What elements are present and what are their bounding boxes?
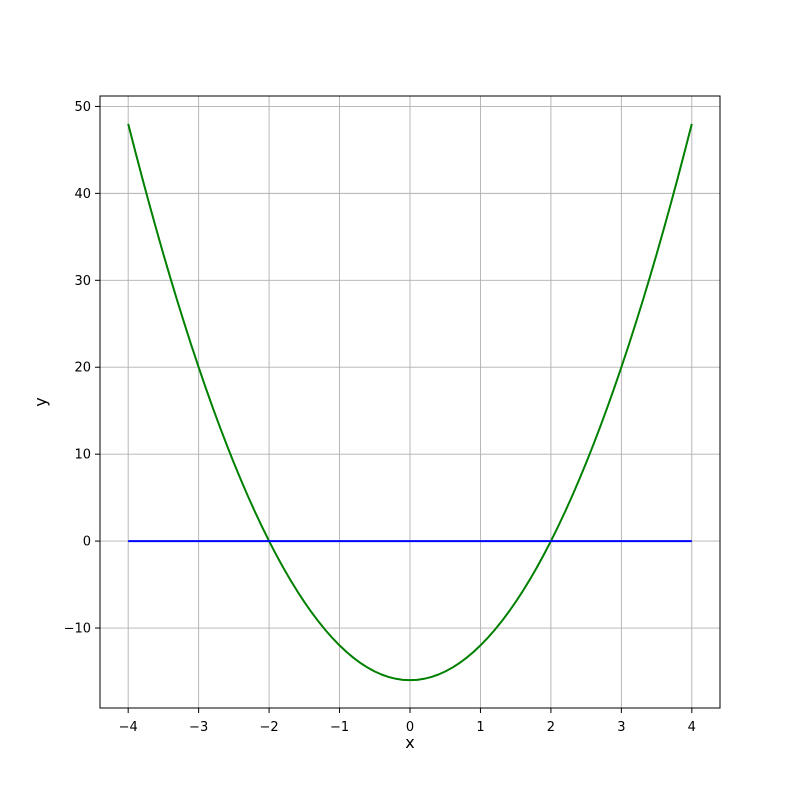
y-tick-label: 50 <box>74 100 91 115</box>
x-tick-label: −1 <box>330 720 349 735</box>
x-tick-label: 3 <box>617 720 625 735</box>
series-lines <box>127 123 693 682</box>
y-tick-label: 0 <box>83 535 91 550</box>
x-axis-label: x <box>405 733 414 752</box>
x-tick-label: −3 <box>189 720 208 735</box>
y-axis-label: y <box>31 397 50 406</box>
x-tick-label: 2 <box>547 720 555 735</box>
axis-ticks <box>95 105 693 713</box>
series-line-0 <box>127 123 693 682</box>
y-tick-label: 40 <box>74 187 91 202</box>
x-tick-label: 0 <box>406 720 414 735</box>
y-tick-label: 10 <box>74 448 91 463</box>
x-tick-label: −4 <box>119 720 138 735</box>
grid-lines <box>100 96 720 708</box>
x-tick-label: 4 <box>688 720 696 735</box>
y-tick-label: −10 <box>64 622 91 637</box>
x-tick-label: −2 <box>260 720 279 735</box>
y-tick-label: 30 <box>74 274 91 289</box>
x-tick-label: 1 <box>476 720 484 735</box>
y-tick-label: 20 <box>74 361 91 376</box>
